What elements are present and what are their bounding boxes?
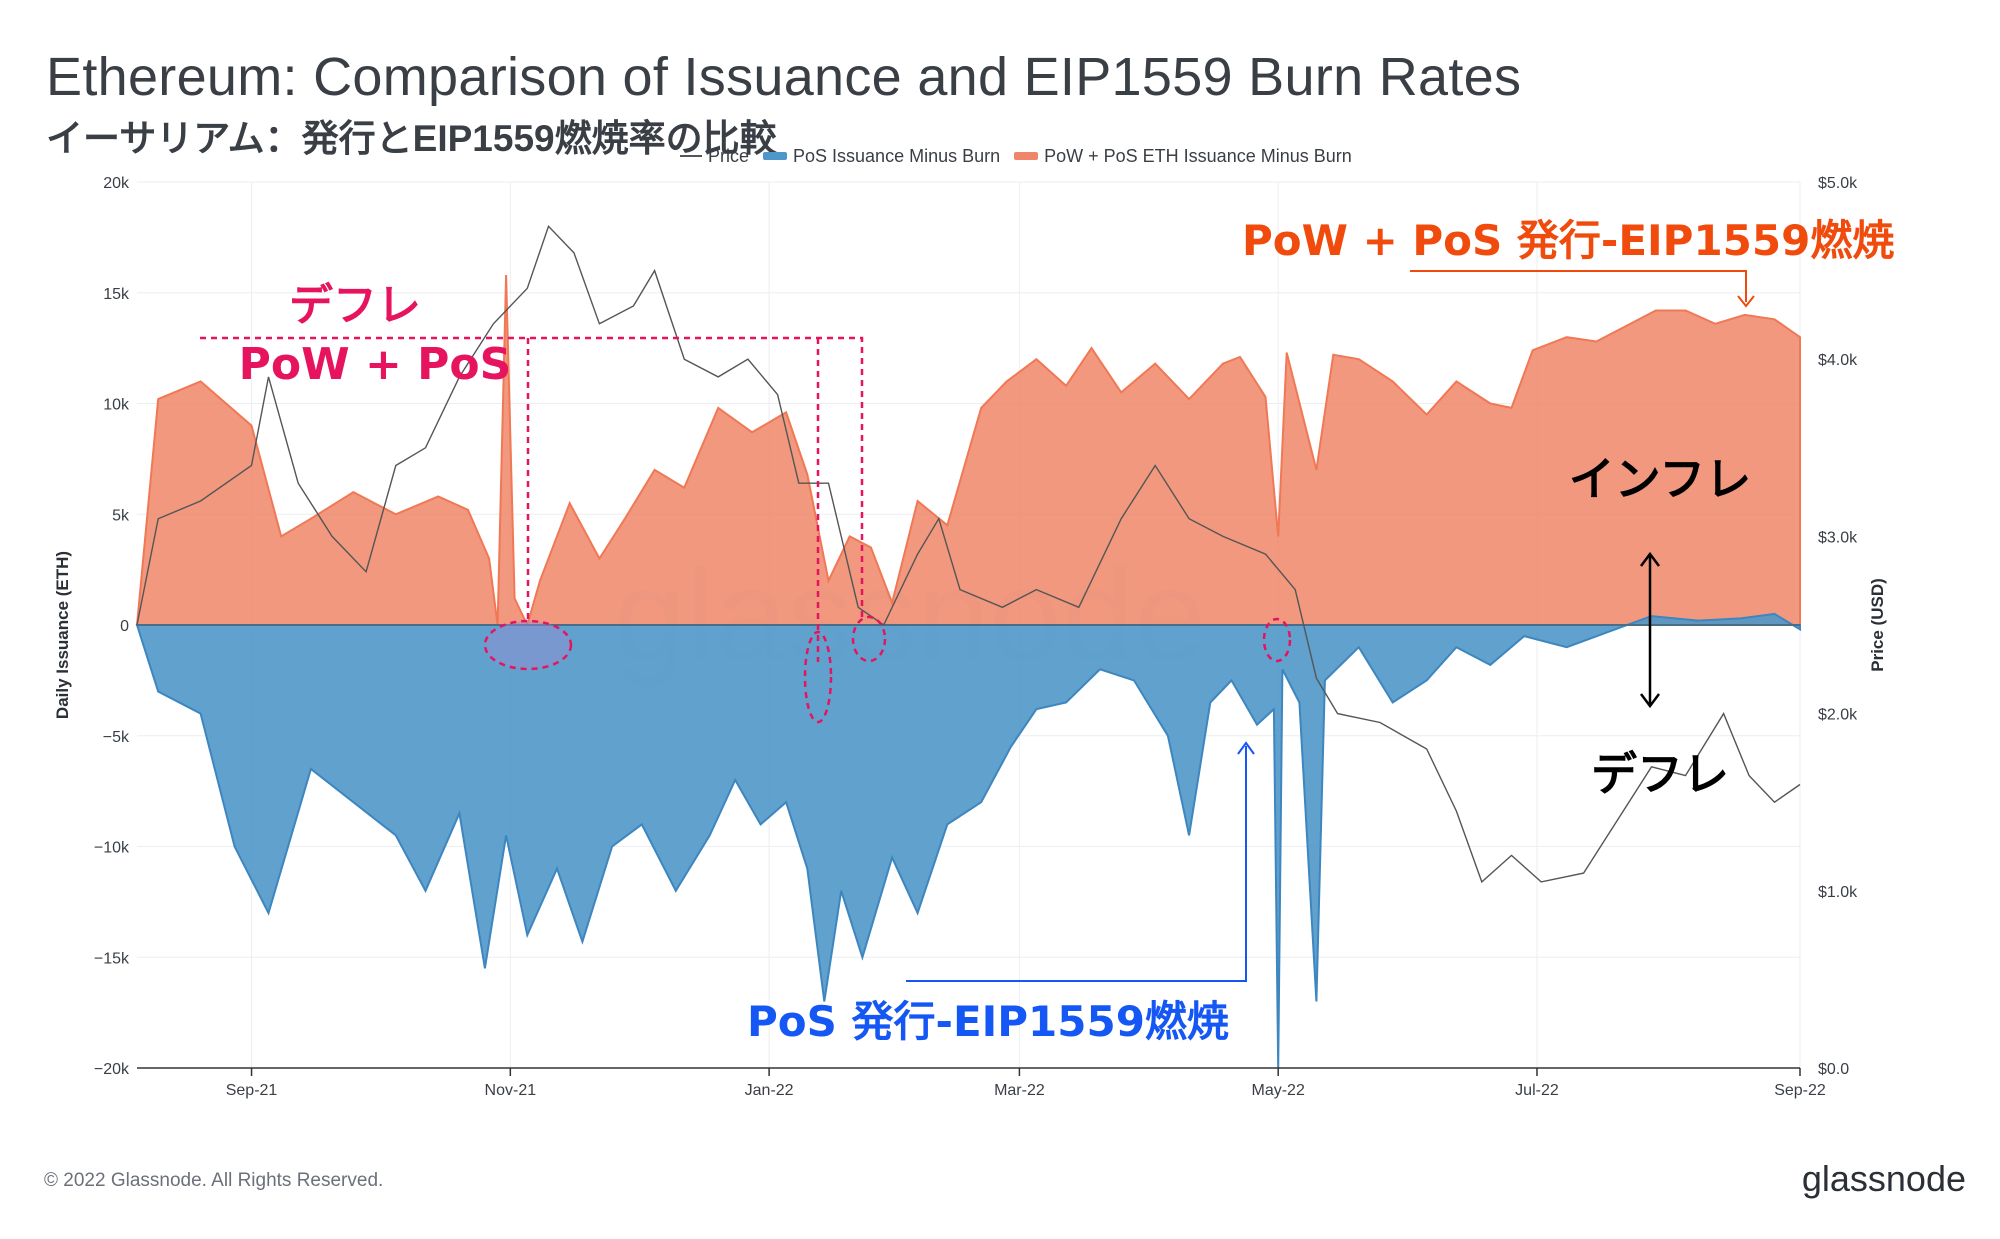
annotation-blue-pointer xyxy=(906,746,1247,982)
y-tick-left: 0 xyxy=(120,618,129,635)
y-tick-right: $5.0k xyxy=(1818,175,1858,192)
deflation-ellipse-1 xyxy=(483,619,573,671)
pos-area xyxy=(135,612,1801,1069)
y-tick-left: 5k xyxy=(112,507,130,524)
footer-copyright: © 2022 Glassnode. All Rights Reserved. xyxy=(44,1170,384,1191)
y-tick-left: 15k xyxy=(103,286,130,303)
x-tick-label: Jan-22 xyxy=(745,1082,794,1099)
legend-swatch-pos xyxy=(763,152,788,160)
x-tick-label: May-22 xyxy=(1252,1082,1305,1099)
legend-label-price: Price xyxy=(708,145,750,166)
deflation-ellipse-4 xyxy=(1262,617,1292,663)
pow-pos-area xyxy=(135,274,1801,628)
y-axis-right: $5.0k $4.0k $3.0k $2.0k $1.0k $0.0 xyxy=(1818,175,1858,1078)
y-axis-left: 20k 15k 10k 5k 0 −5k −10k −15k −20k xyxy=(94,175,130,1078)
annotation-pow-pos-label: PoW + PoS 発行-EIP1559燃焼 xyxy=(1242,216,1894,265)
legend-swatch-price xyxy=(680,155,702,157)
y-tick-left: −20k xyxy=(94,1061,130,1078)
annotation-blue-arrowhead xyxy=(1237,741,1255,755)
y-tick-left: −5k xyxy=(103,729,130,746)
y-tick-right: $2.0k xyxy=(1818,707,1858,724)
arrow-down-head xyxy=(1640,693,1660,709)
x-tick-label: Jul-22 xyxy=(1515,1082,1559,1099)
y-tick-left: −15k xyxy=(94,950,130,967)
chart-title: Ethereum: Comparison of Issuance and EIP… xyxy=(46,47,1522,107)
x-tick-label: Sep-22 xyxy=(1774,1082,1826,1099)
price-line xyxy=(136,224,1801,884)
y-tick-right: $0.0 xyxy=(1818,1061,1849,1078)
legend: Price PoS Issuance Minus Burn PoW + PoS … xyxy=(680,145,1352,167)
legend-item-pos[interactable]: PoS Issuance Minus Burn xyxy=(763,146,1000,167)
legend-label-pow-pos: PoW + PoS ETH Issuance Minus Burn xyxy=(1044,145,1352,166)
legend-item-price[interactable]: Price xyxy=(680,146,749,167)
arrow-up-head xyxy=(1640,551,1660,567)
annotation-pos-label: PoS 発行-EIP1559燃焼 xyxy=(747,997,1229,1046)
annotation-deflation-pow: デフレ xyxy=(289,280,421,331)
annotation-orange-arrowhead xyxy=(1737,295,1755,308)
deflation-ellipse-2 xyxy=(803,630,833,724)
x-tick-label: Nov-21 xyxy=(485,1082,537,1099)
y-axis-left-title: Daily Issuance (ETH) xyxy=(53,551,72,719)
annotation-pow-pos: PoW + PoS xyxy=(239,339,512,390)
y-axis-right-title: Price (USD) xyxy=(1868,578,1887,672)
annotation-pow-deflation xyxy=(200,336,1292,724)
x-tick-label: Sep-21 xyxy=(226,1082,278,1099)
legend-label-pos: PoS Issuance Minus Burn xyxy=(793,145,1001,166)
footer-brand-logo: glassnode xyxy=(1801,1158,1966,1199)
x-tick-label: Mar-22 xyxy=(994,1082,1045,1099)
chart-subtitle: イーサリアム：発行とEIP1559燃焼率の比較 xyxy=(46,118,777,159)
annotation-inflation: インフレ xyxy=(1569,452,1752,506)
y-tick-right: $4.0k xyxy=(1818,352,1858,369)
y-tick-left: 20k xyxy=(103,175,130,192)
y-tick-left: 10k xyxy=(103,397,130,414)
y-tick-right: $1.0k xyxy=(1818,884,1858,901)
annotation-orange-pointer xyxy=(1410,270,1747,302)
y-tick-right: $3.0k xyxy=(1818,529,1858,546)
y-tick-left: −10k xyxy=(94,840,130,857)
deflation-ellipse-3 xyxy=(851,615,887,663)
legend-item-pow-pos[interactable]: PoW + PoS ETH Issuance Minus Burn xyxy=(1014,146,1352,167)
x-axis: Sep-21 Nov-21 Jan-22 Mar-22 May-22 Jul-22 Sep-… xyxy=(226,1068,1826,1099)
dashed-box-top xyxy=(200,336,864,622)
annotation-deflation-right: デフレ xyxy=(1591,747,1729,801)
legend-swatch-pow-pos xyxy=(1014,152,1039,160)
